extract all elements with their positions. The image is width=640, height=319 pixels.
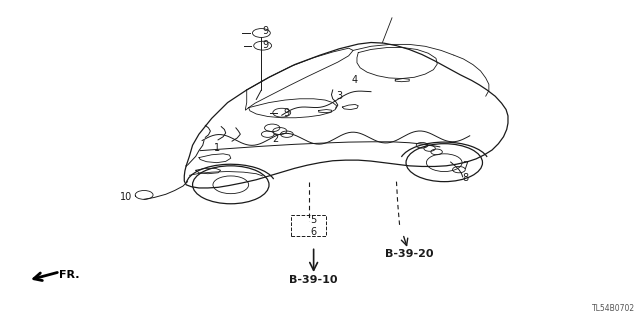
Text: 1: 1 (214, 144, 220, 153)
Text: FR.: FR. (59, 270, 79, 280)
Text: 2: 2 (272, 134, 278, 144)
Text: B-39-20: B-39-20 (385, 249, 433, 259)
Text: 9: 9 (283, 108, 289, 118)
Text: 10: 10 (120, 192, 132, 203)
Text: TL54B0702: TL54B0702 (592, 304, 636, 313)
Text: B-39-10: B-39-10 (289, 275, 338, 285)
Text: 8: 8 (462, 174, 468, 183)
Text: 5: 5 (310, 215, 317, 225)
Text: 3: 3 (336, 91, 342, 101)
Text: 7: 7 (462, 161, 468, 171)
Text: 9: 9 (263, 40, 269, 50)
Text: 4: 4 (352, 76, 358, 85)
Text: 9: 9 (263, 26, 269, 36)
Text: 6: 6 (310, 227, 317, 237)
